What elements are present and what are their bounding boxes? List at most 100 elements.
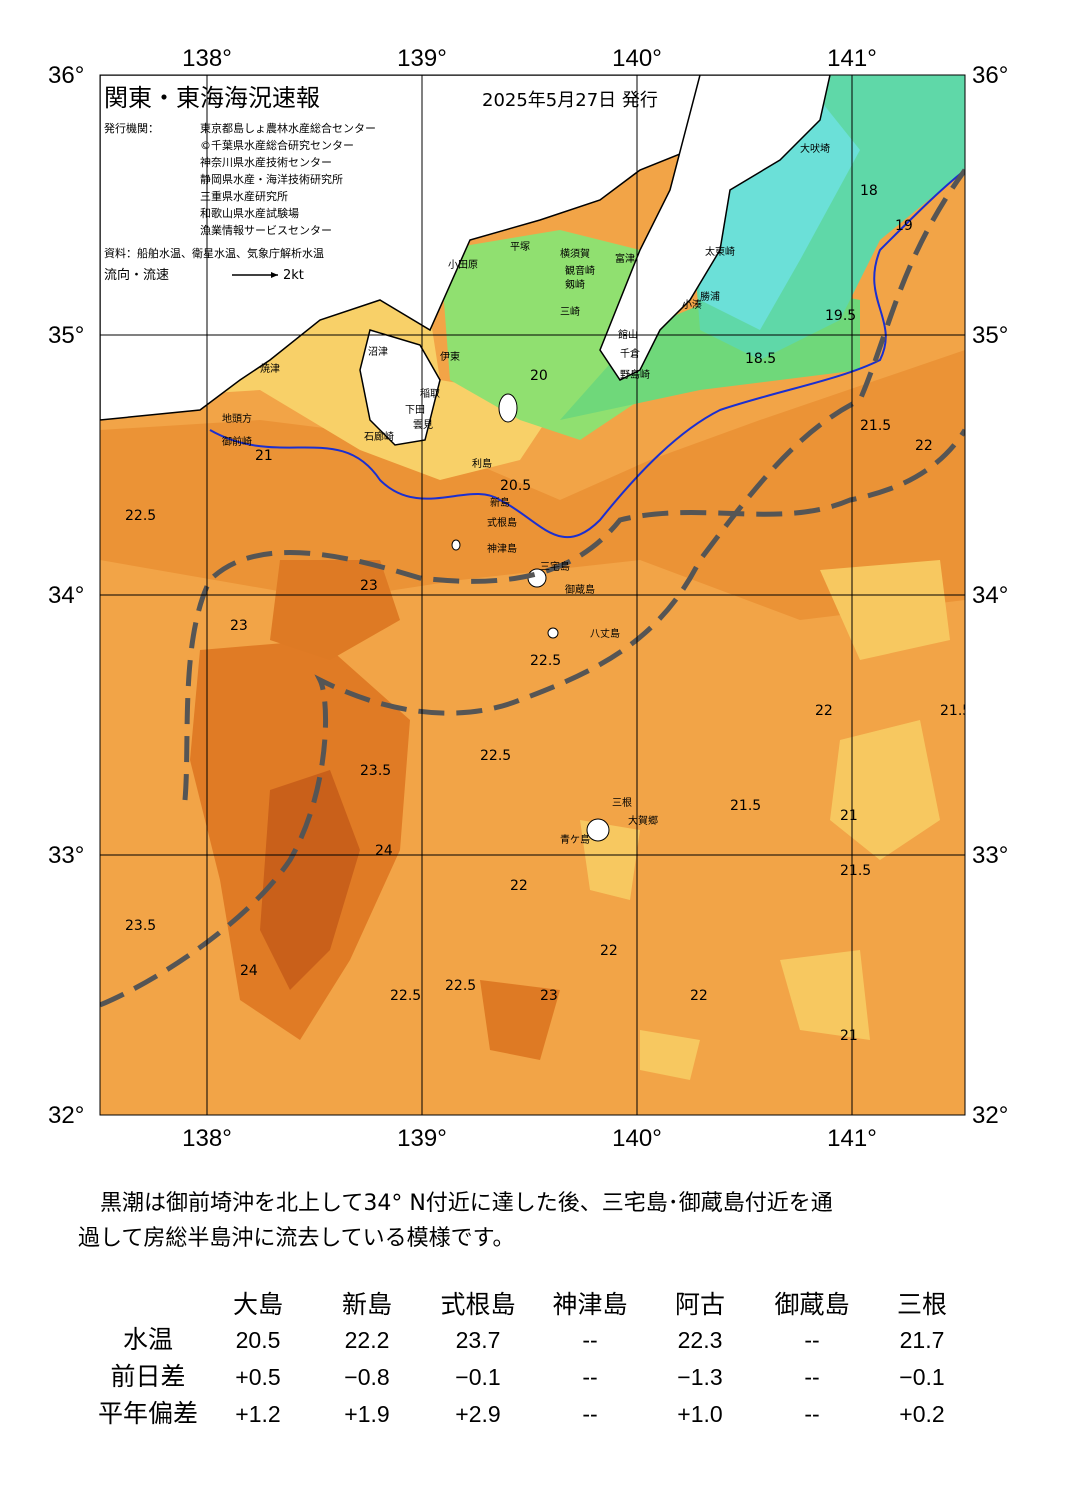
land: [359, 329, 441, 446]
place-label: 青ケ島: [560, 833, 590, 846]
issuer: ©千葉県水産総合研究センター: [200, 138, 354, 152]
row-label: 水温: [123, 1325, 173, 1354]
cell: +2.9: [455, 1401, 500, 1427]
place-label: 剱崎: [565, 278, 585, 291]
island: [451, 539, 461, 551]
place-label: 下田: [405, 405, 425, 416]
lon-label-bottom: 138°: [182, 1125, 232, 1152]
cell: --: [804, 1327, 819, 1353]
lat-label-right: 34°: [972, 582, 1008, 609]
lon-label-bottom: 139°: [397, 1125, 447, 1152]
lon-label-bottom: 140°: [612, 1125, 662, 1152]
cell: −0.1: [455, 1364, 500, 1390]
issuer: 神奈川県水産技術センター: [200, 155, 332, 169]
contour-label: 21.5: [840, 863, 871, 879]
lat-label-left: 35°: [48, 322, 84, 349]
cell: +0.5: [235, 1364, 280, 1390]
contour-label: 23: [360, 578, 378, 594]
map-title: 関東・東海海況速報: [104, 84, 320, 112]
cell: −0.1: [899, 1364, 944, 1390]
place-label: 式根島: [487, 516, 517, 529]
cell: −1.3: [677, 1364, 722, 1390]
lat-label-right: 36°: [972, 62, 1008, 89]
place-label: 平塚: [510, 241, 530, 253]
place-label: 太東崎: [705, 245, 735, 258]
lon-label-top: 139°: [397, 45, 447, 72]
cell: +1.2: [235, 1401, 280, 1427]
issuer-label: 発行機関：: [104, 121, 159, 135]
island: [547, 627, 559, 639]
contour-label: 22.5: [480, 748, 511, 764]
lat-label-left: 34°: [48, 582, 84, 609]
contour-label: 22: [915, 438, 933, 454]
lon-label-top: 140°: [612, 45, 662, 72]
contour-label: 22.5: [390, 988, 421, 1004]
warm-core: [270, 560, 400, 660]
cell: --: [582, 1327, 597, 1353]
lat-label-right: 35°: [972, 322, 1008, 349]
cell: --: [582, 1364, 597, 1390]
lat-label-left: 33°: [48, 842, 84, 869]
kuroshio-axis: [100, 168, 965, 1008]
contour-label: 21.5: [940, 703, 971, 719]
cell: 20.5: [236, 1327, 281, 1353]
contour-label: 22: [690, 988, 708, 1004]
map-header: 関東・東海海況速報 2025年5月27日 発行 発行機関： 資料：船舶水温、衛星…: [104, 84, 658, 283]
contour-label: 22: [510, 878, 528, 894]
cell: --: [804, 1364, 819, 1390]
contour-label: 21: [255, 448, 273, 464]
place-label: 館山: [618, 328, 638, 341]
contour-label: 18.5: [745, 351, 776, 367]
issuer: 三重県水産研究所: [200, 189, 288, 203]
contour-label: 23.5: [360, 763, 391, 779]
place-label: 小田原: [448, 259, 478, 271]
island: [586, 818, 610, 842]
contour-label: 19: [895, 218, 913, 234]
place-label: 神津島: [487, 542, 517, 555]
cell: 23.7: [456, 1327, 501, 1353]
contour-label: 22.5: [530, 653, 561, 669]
contour-label: 18: [860, 183, 878, 199]
issuer: 静岡県水産・海洋技術研究所: [200, 172, 343, 186]
place-label: 新島: [490, 496, 510, 509]
column-header: 式根島: [440, 1290, 515, 1319]
row-label: 前日差: [110, 1362, 185, 1391]
cell: --: [582, 1401, 597, 1427]
summary-2: 過して房総半島沖に流去している模様です。: [78, 1226, 514, 1251]
axes: 138° 138° 139° 139° 140° 140° 141° 141° 36° 36° 35…: [48, 45, 1008, 1152]
lat-label-left: 36°: [48, 62, 84, 89]
summary-1: 黒潮は御前埼沖を北上して34° N付近に達した後、三宅島･御蔵島付近を通: [78, 1191, 833, 1216]
contour-label: 22: [815, 703, 833, 719]
issuer: 和歌山県水産試験場: [200, 206, 299, 220]
cool-zone: [780, 950, 870, 1040]
cool-zone: [830, 720, 940, 860]
place-label: 稲取: [420, 388, 440, 400]
sea-zone: [100, 350, 965, 620]
cell: +1.0: [677, 1401, 722, 1427]
place-label: 千倉: [620, 347, 640, 360]
issuer: 漁業情報サービスセンター: [200, 223, 332, 237]
contour-label: 21: [840, 1028, 858, 1044]
contour-label: 20: [530, 368, 548, 384]
lon-label-bottom: 141°: [827, 1125, 877, 1152]
contour-label: 24: [375, 843, 393, 859]
place-label: 観音崎: [565, 264, 595, 277]
row-label: 平年偏差: [98, 1399, 198, 1428]
cell: 21.7: [900, 1327, 945, 1353]
place-label: 横須賀: [560, 247, 590, 260]
lat-label-right: 32°: [972, 1102, 1008, 1129]
place-label: 石廊崎: [364, 430, 394, 443]
place-label: 地頭方: [222, 412, 252, 425]
place-label: 焼津: [260, 363, 280, 375]
column-header: 三根: [897, 1290, 947, 1319]
contour-label: 19.5: [825, 308, 856, 324]
cell: --: [804, 1401, 819, 1427]
island: [498, 393, 518, 423]
cell: 22.3: [678, 1327, 723, 1353]
column-header: 阿古: [675, 1290, 725, 1319]
contour-label: 24: [240, 963, 258, 979]
place-label: 三崎: [560, 305, 580, 318]
